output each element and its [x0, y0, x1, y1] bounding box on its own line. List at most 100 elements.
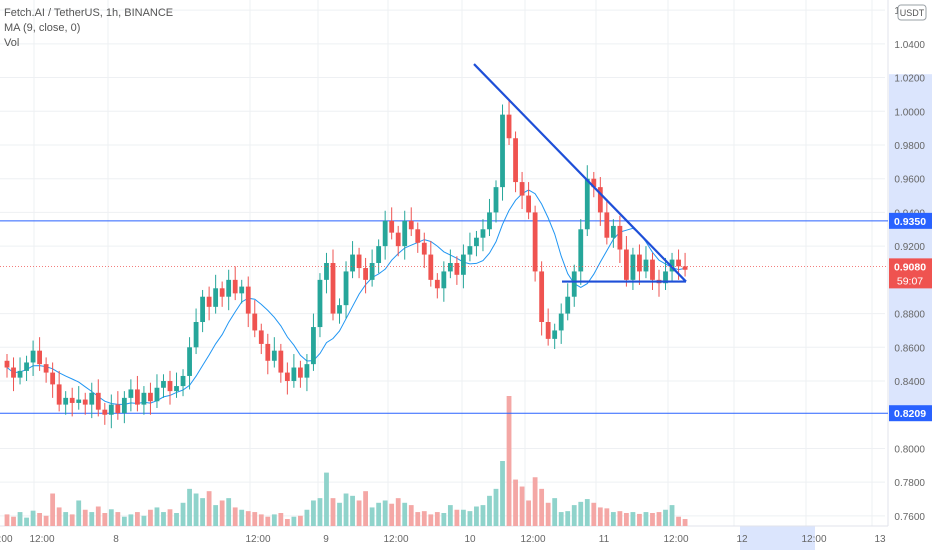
candle-body[interactable]: [421, 242, 427, 255]
volume-bar[interactable]: [252, 512, 258, 526]
candle-body[interactable]: [128, 389, 134, 398]
volume-bar[interactable]: [200, 498, 205, 526]
candle-body[interactable]: [304, 364, 310, 378]
legend-ma[interactable]: MA (9, close, 0): [4, 22, 81, 34]
volume-bar[interactable]: [115, 512, 121, 526]
volume-bar[interactable]: [363, 491, 368, 526]
volume-bar[interactable]: [656, 512, 662, 526]
volume-bar[interactable]: [102, 513, 108, 526]
candle-body[interactable]: [11, 367, 16, 378]
candle-body[interactable]: [213, 288, 219, 307]
candle-body[interactable]: [141, 392, 147, 405]
candle-body[interactable]: [206, 296, 212, 307]
volume-bar[interactable]: [154, 507, 160, 526]
candle-body[interactable]: [167, 381, 173, 392]
volume-bar[interactable]: [304, 509, 310, 526]
candle-body[interactable]: [584, 178, 590, 230]
volume-bar[interactable]: [232, 507, 238, 526]
volume-bar[interactable]: [480, 505, 486, 526]
currency-badge[interactable]: USDT: [900, 8, 925, 18]
candle-body[interactable]: [363, 268, 368, 280]
candle-body[interactable]: [37, 350, 42, 365]
volume-bar[interactable]: [356, 500, 362, 526]
volume-bar[interactable]: [604, 508, 610, 526]
candle-body[interactable]: [82, 399, 88, 405]
candle-body[interactable]: [278, 350, 284, 373]
volume-bar[interactable]: [206, 491, 212, 526]
candle-body[interactable]: [219, 288, 225, 297]
candle-body[interactable]: [369, 263, 375, 280]
candle-body[interactable]: [115, 404, 121, 414]
candle-body[interactable]: [252, 313, 258, 331]
candle-body[interactable]: [597, 187, 603, 213]
candle-body[interactable]: [180, 375, 186, 387]
candle-body[interactable]: [311, 327, 316, 365]
volume-bar[interactable]: [193, 493, 199, 527]
candle-body[interactable]: [526, 195, 531, 213]
candle-body[interactable]: [519, 182, 525, 196]
volume-bar[interactable]: [369, 507, 375, 526]
volume-bar[interactable]: [597, 507, 603, 526]
candle-body[interactable]: [187, 347, 192, 376]
volume-bar[interactable]: [428, 514, 434, 526]
candle-body[interactable]: [24, 362, 29, 371]
candle-body[interactable]: [376, 246, 382, 263]
candle-body[interactable]: [324, 263, 329, 280]
candle-body[interactable]: [350, 254, 355, 272]
volume-bar[interactable]: [454, 509, 460, 526]
candle-body[interactable]: [108, 404, 114, 415]
candle-body[interactable]: [43, 364, 49, 373]
volume-bar[interactable]: [239, 509, 245, 526]
volume-bar[interactable]: [376, 502, 382, 526]
volume-bar[interactable]: [539, 488, 545, 526]
volume-bar[interactable]: [591, 502, 597, 526]
volume-bar[interactable]: [350, 495, 355, 526]
candle-body[interactable]: [356, 254, 362, 269]
candle-body[interactable]: [558, 313, 564, 331]
volume-bar[interactable]: [343, 493, 349, 527]
volume-bar[interactable]: [402, 502, 408, 526]
candle-body[interactable]: [200, 296, 205, 323]
volume-bar[interactable]: [245, 511, 251, 526]
volume-bar[interactable]: [161, 512, 166, 526]
volume-bar[interactable]: [213, 505, 219, 526]
candle-body[interactable]: [89, 392, 95, 405]
candle-body[interactable]: [330, 263, 336, 314]
volume-bar[interactable]: [487, 495, 492, 526]
volume-bar[interactable]: [258, 514, 264, 526]
candle-body[interactable]: [539, 271, 545, 323]
volume-bar[interactable]: [128, 514, 134, 526]
candle-body[interactable]: [17, 370, 23, 378]
volume-bar[interactable]: [135, 512, 140, 526]
volume-bar[interactable]: [141, 515, 147, 526]
volume-bar[interactable]: [461, 509, 466, 526]
volume-bar[interactable]: [474, 506, 479, 527]
volume-bar[interactable]: [311, 500, 316, 526]
volume-bar[interactable]: [395, 498, 401, 526]
candle-body[interactable]: [487, 212, 492, 230]
candle-body[interactable]: [624, 249, 629, 280]
candle-body[interactable]: [513, 138, 518, 183]
volume-bar[interactable]: [578, 501, 584, 526]
volume-bar[interactable]: [526, 500, 531, 526]
volume-bar[interactable]: [571, 505, 577, 526]
legend-volume[interactable]: Vol: [4, 37, 20, 49]
volume-bar[interactable]: [552, 498, 558, 526]
volume-bar[interactable]: [317, 498, 323, 526]
volume-bar[interactable]: [610, 512, 616, 526]
volume-bar[interactable]: [382, 500, 388, 526]
candle-body[interactable]: [454, 263, 460, 275]
volume-bar[interactable]: [637, 513, 642, 526]
legend-symbol[interactable]: Fetch.AI / TetherUS, 1h, BINANCE: [4, 7, 174, 19]
triangle-pattern-line[interactable]: [473, 63, 687, 283]
volume-bar[interactable]: [278, 513, 284, 526]
candle-body[interactable]: [193, 322, 199, 348]
candle-body[interactable]: [637, 254, 642, 272]
volume-bar[interactable]: [43, 515, 49, 526]
volume-bar[interactable]: [500, 461, 505, 526]
candle-body[interactable]: [337, 305, 342, 314]
volume-bar[interactable]: [519, 486, 525, 526]
candle-body[interactable]: [643, 259, 649, 272]
volume-bar[interactable]: [545, 502, 551, 526]
